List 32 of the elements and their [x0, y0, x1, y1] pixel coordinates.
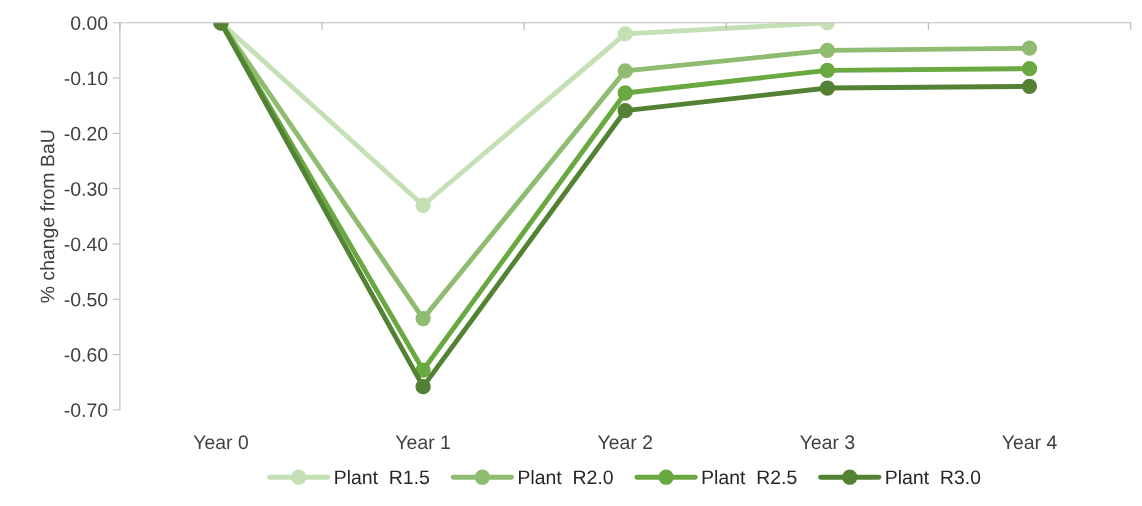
point — [415, 197, 431, 213]
x-tick-label: Year 3 — [800, 435, 855, 450]
point — [415, 378, 431, 395]
point — [617, 26, 633, 42]
point — [415, 310, 431, 327]
point — [415, 362, 431, 378]
legend-label: Plant R1.5 — [335, 469, 430, 485]
point — [819, 62, 836, 78]
x-tick-label: Year 1 — [395, 435, 450, 450]
y-axis-title: % change from BaU — [40, 130, 59, 303]
legend-label: Plant R3.0 — [886, 469, 981, 485]
x-tick-label: Year 2 — [597, 435, 653, 450]
y-tick-label: -0.40 — [64, 237, 108, 252]
point — [1021, 78, 1038, 95]
y-tick-label: -0.70 — [64, 403, 108, 418]
x-tick-label: Year 0 — [193, 435, 248, 450]
y-tick-label: -0.10 — [64, 71, 108, 86]
point — [1021, 40, 1038, 56]
y-tick-label: -0.20 — [64, 126, 108, 141]
y-tick-label: 0.00 — [71, 16, 108, 31]
point — [1021, 61, 1038, 77]
point — [617, 85, 633, 101]
point — [617, 63, 633, 79]
y-tick-label: -0.60 — [64, 348, 108, 362]
legend-label: Plant R2.0 — [518, 469, 613, 485]
x-tick-label: Year 4 — [1002, 435, 1057, 450]
y-tick-label: -0.50 — [64, 292, 108, 307]
y-tick-label: -0.30 — [64, 182, 108, 196]
point — [617, 103, 633, 119]
point — [819, 42, 836, 59]
legend-label: Plant R2.5 — [702, 469, 797, 485]
point — [819, 80, 836, 96]
